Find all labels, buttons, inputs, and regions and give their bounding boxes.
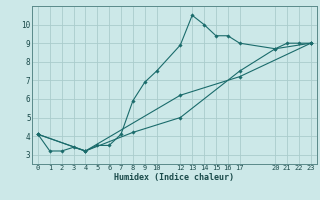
X-axis label: Humidex (Indice chaleur): Humidex (Indice chaleur) (115, 173, 234, 182)
